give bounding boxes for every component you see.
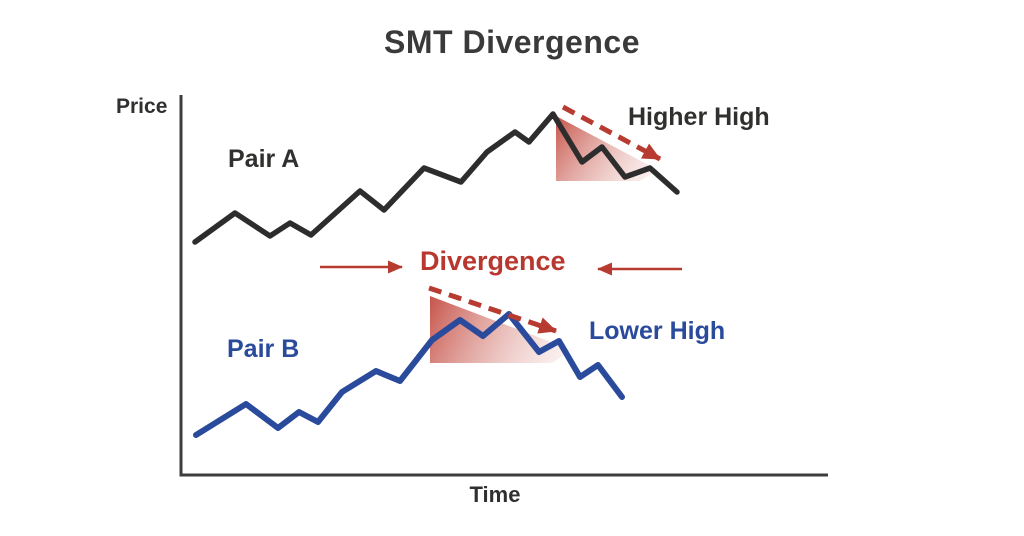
- dashed-trend-arrow: [561, 104, 662, 162]
- divergence-annotation: Divergence: [420, 246, 566, 276]
- lower-high-annotation: Lower High: [589, 317, 726, 345]
- x-axis-label: Time: [469, 482, 521, 507]
- series-line-pair-a: [192, 111, 680, 245]
- higher-high-annotation: Higher High: [628, 103, 770, 131]
- divergence-shaded-wedge: [556, 116, 658, 181]
- page-title: SMT Divergence: [384, 24, 640, 60]
- pair-b-label: Pair B: [227, 335, 300, 363]
- series-line-pair-b: [193, 311, 625, 438]
- dashed-trend-arrow: [428, 285, 557, 334]
- y-axis-label: Price: [116, 95, 168, 118]
- axes: [179, 95, 828, 477]
- pair-a-label: Pair A: [228, 145, 300, 173]
